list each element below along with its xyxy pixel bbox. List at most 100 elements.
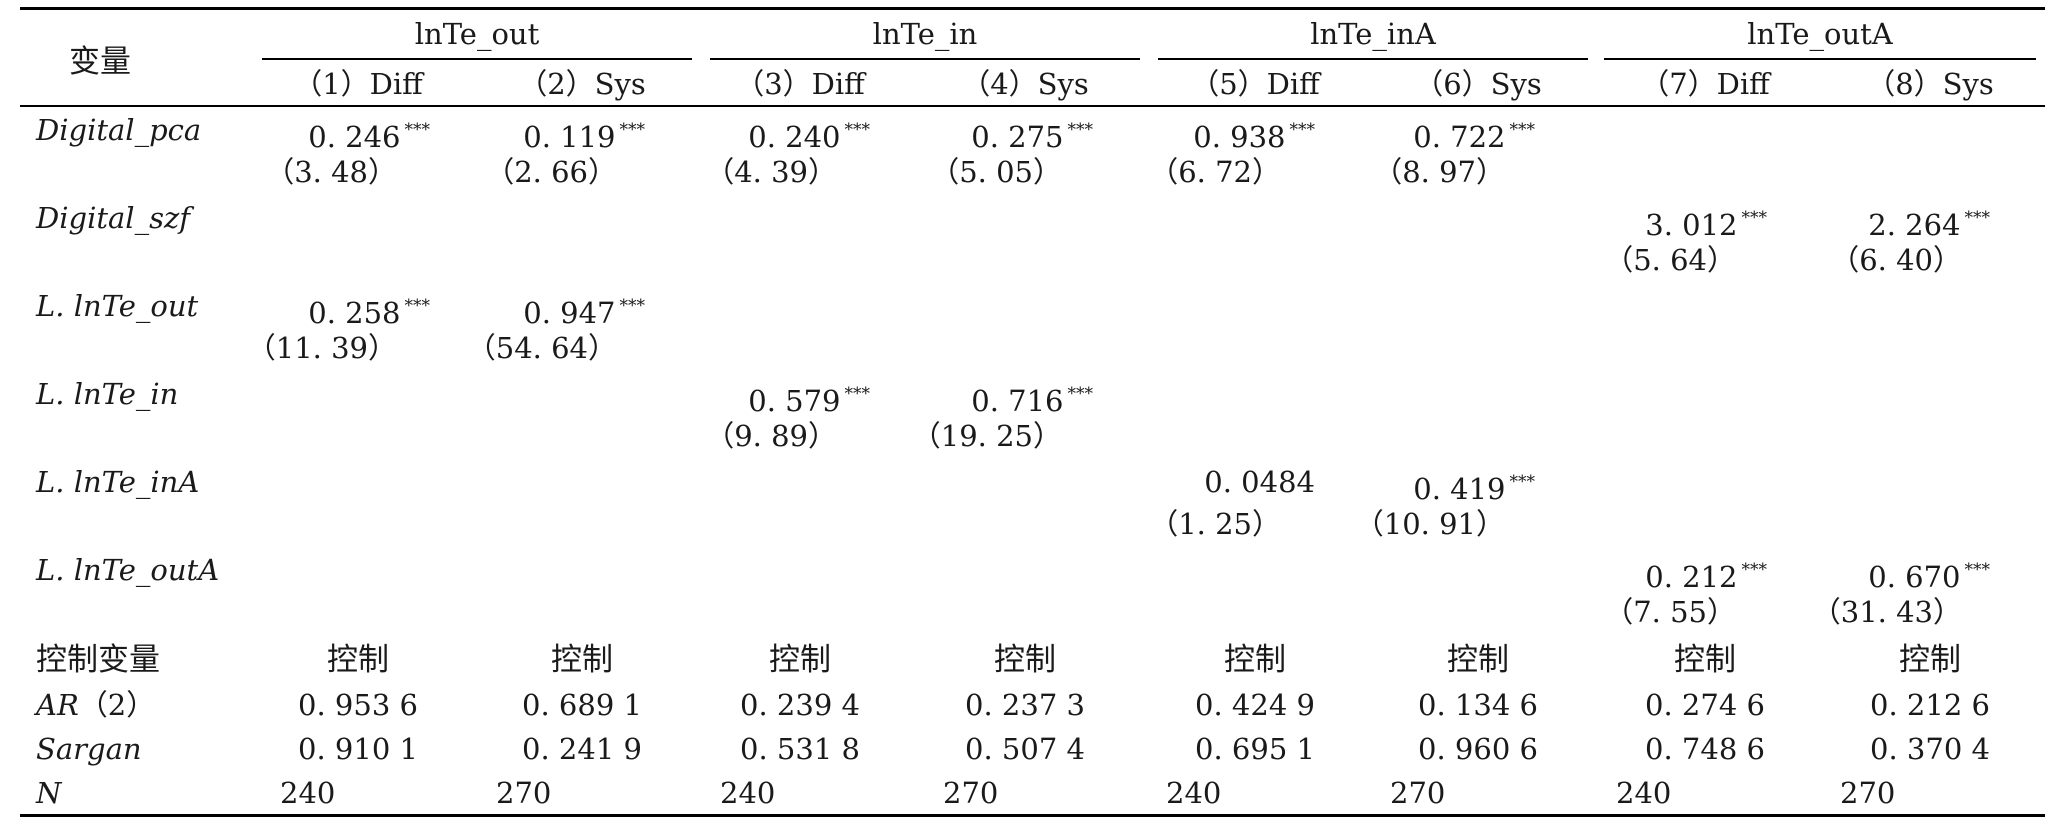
row-label-text: 控制变量	[36, 642, 160, 678]
variable-header: 变量	[69, 44, 131, 80]
row-label: L. lnTe_inA	[36, 465, 200, 499]
bottom-rule	[20, 814, 2045, 817]
top-rule	[20, 7, 2045, 10]
column-header: （4）Sys	[961, 67, 1089, 101]
significance-stars: ***	[1509, 472, 1536, 492]
summary-value: 270	[1840, 776, 1896, 810]
coefficient-value: 0. 938	[1193, 120, 1286, 154]
row-label: AR（2）	[36, 687, 155, 723]
group-underline	[1604, 58, 2036, 60]
significance-stars: ***	[1289, 120, 1316, 140]
summary-value: 0. 212 6	[1870, 688, 1990, 722]
summary-value: 0. 960 6	[1418, 732, 1538, 766]
summary-value: 0. 910 1	[298, 732, 418, 766]
significance-stars: ***	[1067, 120, 1094, 140]
row-label: Sargan	[36, 731, 142, 767]
row-label-text: Sargan	[36, 732, 142, 766]
coefficient: 0. 716 ***	[971, 376, 1093, 419]
summary-value: 0. 695 1	[1195, 732, 1315, 766]
row-label-text: N	[36, 776, 62, 810]
coefficient: 0. 119 ***	[523, 112, 645, 155]
summary-value: 0. 237 3	[965, 688, 1085, 722]
significance-stars: ***	[1741, 560, 1768, 580]
t-statistic: （2. 66）	[485, 155, 617, 189]
coefficient-value: 0. 0484	[1204, 465, 1315, 499]
coefficient-value: 0. 947	[523, 296, 616, 330]
row-label: N	[36, 775, 61, 811]
column-header: （6）Sys	[1414, 67, 1542, 101]
coefficient: 0. 246 ***	[308, 112, 430, 155]
significance-stars: ***	[619, 120, 646, 140]
t-statistic: （54. 64）	[466, 331, 617, 365]
coefficient: 0. 275 ***	[971, 112, 1093, 155]
coefficient: 3. 012 ***	[1645, 200, 1767, 243]
column-header: （5）Diff	[1190, 67, 1320, 101]
t-statistic: （3. 48）	[265, 155, 397, 189]
coefficient-value: 0. 246	[308, 120, 401, 154]
summary-value: 240	[1166, 776, 1222, 810]
summary-value: 控制	[1224, 642, 1286, 678]
summary-value: 控制	[769, 642, 831, 678]
coefficient-value: 0. 275	[971, 120, 1064, 154]
t-statistic: （4. 39）	[705, 155, 837, 189]
summary-value: 控制	[1899, 642, 1961, 678]
row-label: Digital_pca	[36, 113, 202, 147]
summary-value: 0. 531 8	[740, 732, 860, 766]
significance-stars: ***	[1509, 120, 1536, 140]
summary-value: 0. 370 4	[1870, 732, 1990, 766]
t-statistic: （5. 05）	[930, 155, 1062, 189]
row-label: L. lnTe_outA	[36, 553, 220, 587]
t-statistic: （6. 40）	[1830, 243, 1962, 277]
coefficient-value: 0. 670	[1868, 560, 1961, 594]
row-label-text: AR	[36, 688, 79, 722]
coefficient: 0. 670 ***	[1868, 552, 1990, 595]
t-statistic: （31. 43）	[1811, 595, 1962, 629]
summary-value: 240	[280, 776, 336, 810]
row-label: L. lnTe_in	[36, 377, 179, 411]
coefficient: 0. 947 ***	[523, 288, 645, 331]
t-statistic: （9. 89）	[705, 419, 837, 453]
summary-value: 0. 274 6	[1645, 688, 1765, 722]
group-underline	[710, 58, 1140, 60]
group-header: lnTe_inA	[1310, 17, 1436, 51]
group-underline	[1158, 58, 1588, 60]
t-statistic: （10. 91）	[1354, 507, 1505, 541]
coefficient-value: 2. 264	[1868, 208, 1961, 242]
group-underline	[262, 58, 692, 60]
summary-value: 控制	[327, 642, 389, 678]
summary-value: 控制	[551, 642, 613, 678]
column-header: （2）Sys	[518, 67, 646, 101]
header-rule	[20, 105, 2045, 107]
column-header: （7）Diff	[1640, 67, 1770, 101]
group-header: lnTe_in	[872, 17, 978, 51]
row-label-suffix: （2）	[78, 688, 156, 722]
t-statistic: （6. 72）	[1149, 155, 1281, 189]
coefficient-value: 0. 419	[1413, 472, 1506, 506]
summary-value: 0. 239 4	[740, 688, 860, 722]
column-header: （3）Diff	[735, 67, 865, 101]
coefficient-value: 0. 258	[308, 296, 401, 330]
coefficient: 0. 938 ***	[1193, 112, 1315, 155]
coefficient-value: 0. 212	[1645, 560, 1738, 594]
significance-stars: ***	[844, 120, 871, 140]
coefficient: 0. 258 ***	[308, 288, 430, 331]
summary-value: 240	[720, 776, 776, 810]
column-header: （8）Sys	[1866, 67, 1994, 101]
significance-stars: ***	[1964, 560, 1991, 580]
t-statistic: （11. 39）	[246, 331, 397, 365]
summary-value: 270	[943, 776, 999, 810]
summary-value: 0. 953 6	[298, 688, 418, 722]
summary-value: 控制	[994, 642, 1056, 678]
coefficient-value: 3. 012	[1645, 208, 1738, 242]
coefficient: 0. 240 ***	[748, 112, 870, 155]
significance-stars: ***	[619, 296, 646, 316]
coefficient: 2. 264 ***	[1868, 200, 1990, 243]
row-label: Digital_szf	[36, 201, 190, 235]
summary-value: 270	[1390, 776, 1446, 810]
column-header: （1）Diff	[293, 67, 423, 101]
summary-value: 0. 241 9	[522, 732, 642, 766]
summary-value: 240	[1616, 776, 1672, 810]
group-header: lnTe_out	[414, 17, 540, 51]
t-statistic: （8. 97）	[1373, 155, 1505, 189]
coefficient-value: 0. 716	[971, 384, 1064, 418]
